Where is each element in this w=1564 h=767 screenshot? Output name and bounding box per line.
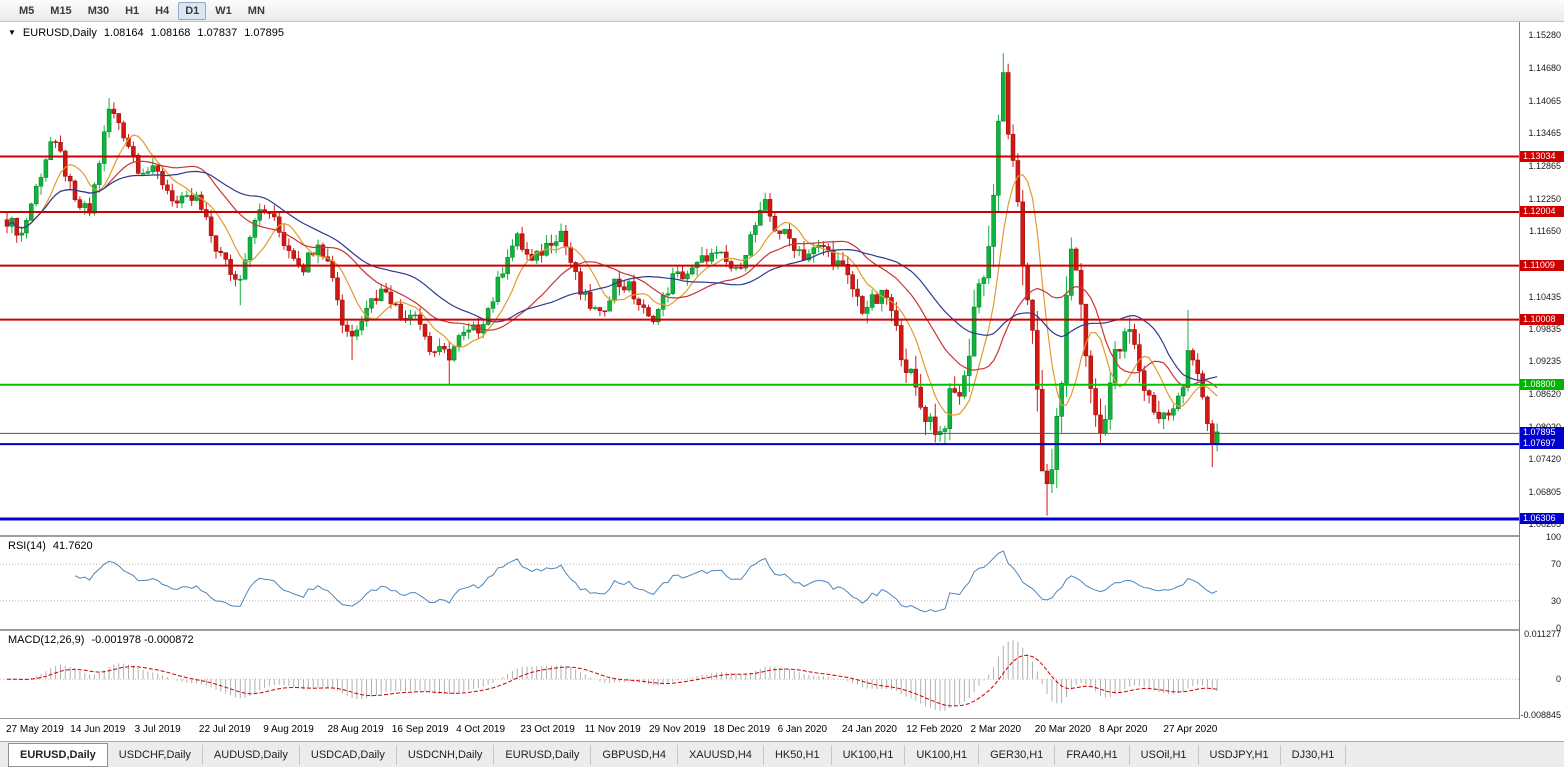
chart-tab[interactable]: USDCNH,Daily — [397, 744, 495, 765]
time-axis-label: 18 Dec 2019 — [713, 724, 771, 735]
chart-tab-bar: EURUSD,Daily USDCHF,Daily AUDUSD,Daily USDC… — [0, 741, 1564, 767]
pane-separator — [0, 718, 1564, 719]
rsi-value: 41.7620 — [52, 540, 93, 552]
time-axis-label: 29 Nov 2019 — [649, 724, 706, 735]
chart-high-value: 1.08168 — [150, 27, 191, 39]
time-axis-label: 8 Apr 2020 — [1099, 724, 1148, 735]
chart-tab[interactable]: USDCAD,Daily — [300, 744, 397, 765]
macd-header: MACD(12,26,9) -0.001978 -0.000872 — [8, 634, 194, 646]
macd-label: MACD(12,26,9) — [8, 634, 85, 646]
price-axis-label: 1.15280 — [1528, 30, 1561, 41]
chart-tab[interactable]: DJ30,H1 — [1281, 744, 1347, 765]
candlestick-chart[interactable] — [0, 22, 1519, 535]
chart-tab[interactable]: USOil,H1 — [1130, 744, 1199, 765]
price-axis[interactable]: 1.15280 1.14680 1.14065 1.13465 1.12865 1.122… — [1519, 22, 1564, 720]
chart-tab[interactable]: HK50,H1 — [764, 744, 832, 765]
timeframe-button-D1[interactable]: D1 — [178, 1, 207, 20]
price-axis-label: 1.13465 — [1528, 128, 1561, 139]
chart-close-value: 1.07895 — [244, 27, 284, 39]
price-axis-label: 1.07420 — [1528, 454, 1561, 465]
rsi-label: RSI(14) — [8, 540, 46, 552]
chart-header: ▼ EURUSD,Daily 1.08164 1.08168 1.07837 1… — [8, 27, 284, 39]
rsi-axis-label: 0 — [1555, 623, 1561, 633]
chart-tab[interactable]: XAUUSD,H4 — [678, 744, 764, 765]
time-axis-label: 22 Jul 2019 — [198, 724, 251, 735]
price-axis-label: 1.06805 — [1528, 487, 1561, 498]
rsi-axis-label: 70 — [1550, 559, 1561, 570]
price-axis-label: 1.08020 — [1528, 422, 1561, 432]
time-axis-label: 11 Nov 2019 — [584, 724, 641, 735]
chart-low-value: 1.07837 — [197, 27, 238, 39]
time-axis-label: 23 Oct 2019 — [520, 724, 575, 735]
pane-separator[interactable] — [0, 629, 1564, 631]
time-axis-label: 4 Oct 2019 — [456, 724, 506, 735]
price-axis-label: 1.14065 — [1528, 95, 1561, 106]
price-axis-label: 1.08620 — [1528, 389, 1561, 400]
time-axis[interactable]: 27 May 2019 14 Jun 2019 3 Jul 2019 22 Jul 2… — [0, 719, 1519, 741]
price-axis-label: 1.09835 — [1528, 323, 1561, 334]
timeframe-button-M15[interactable]: M15 — [50, 4, 72, 17]
chart-open-value: 1.08164 — [103, 27, 144, 39]
chart-tab[interactable]: AUDUSD,Daily — [203, 744, 300, 765]
price-level-badge: 1.08800 — [1520, 378, 1564, 390]
chart-tab[interactable]: EURUSD,Daily — [8, 742, 108, 767]
macd-axis-label: 0.011277 — [1524, 629, 1561, 640]
time-axis-label: 24 Jan 2020 — [841, 724, 897, 735]
chart-tab[interactable]: GBPUSD,H4 — [591, 744, 678, 765]
time-axis-label: 16 Sep 2019 — [391, 724, 449, 735]
rsi-axis-label: 100 — [1545, 532, 1561, 542]
chart-tab[interactable]: UK100,H1 — [905, 744, 980, 765]
rsi-indicator-chart[interactable] — [0, 537, 1519, 628]
timeframe-button-H4[interactable]: H4 — [155, 4, 170, 17]
rsi-axis-label: 30 — [1550, 595, 1561, 606]
price-axis-label: 1.06205 — [1528, 519, 1561, 530]
price-axis-label: 1.10435 — [1528, 291, 1561, 302]
price-level-badge: 1.10008 — [1520, 313, 1564, 325]
timeframe-button-W1[interactable]: W1 — [215, 4, 232, 17]
timeframe-button-MN[interactable]: MN — [247, 4, 265, 17]
symbol-marker-icon: ▼ — [8, 28, 16, 37]
time-axis-label: 12 Feb 2020 — [906, 724, 963, 735]
chart-tab[interactable]: USDJPY,H1 — [1199, 744, 1281, 765]
pane-separator[interactable] — [0, 535, 1564, 537]
price-level-badge: 1.07895 — [1520, 427, 1564, 439]
time-axis-label: 6 Jan 2020 — [777, 724, 828, 735]
price-level-badge: 1.06306 — [1520, 513, 1564, 525]
price-axis-label: 1.09235 — [1528, 356, 1561, 367]
time-axis-label: 3 Jul 2019 — [134, 724, 181, 735]
timeframe-button-M5[interactable]: M5 — [19, 4, 35, 17]
timeframe-button-M30[interactable]: M30 — [87, 4, 110, 17]
macd-values: -0.001978 -0.000872 — [91, 634, 194, 646]
price-axis-label: 1.12865 — [1528, 160, 1561, 171]
price-level-badge: 1.12004 — [1520, 206, 1564, 217]
time-axis-label: 27 Apr 2020 — [1163, 724, 1218, 735]
macd-indicator-chart[interactable] — [0, 632, 1519, 717]
timeframe-button-H1[interactable]: H1 — [125, 4, 140, 17]
chart-tab[interactable]: USDCHF,Daily — [108, 744, 203, 765]
chart-tab[interactable]: EURUSD,Daily — [494, 744, 592, 765]
chart-tab[interactable]: UK100,H1 — [832, 744, 906, 765]
chart-symbol: EURUSD,Daily — [22, 27, 97, 39]
time-axis-label: 28 Aug 2019 — [327, 724, 384, 735]
chart-tab[interactable]: GER30,H1 — [979, 744, 1056, 765]
price-level-badge: 1.13034 — [1520, 150, 1564, 162]
time-axis-label: 20 Mar 2020 — [1034, 724, 1091, 735]
timeframe-toolbar: M5 M15 M30 H1 H4 D1 W1 MN — [0, 0, 1564, 22]
rsi-header: RSI(14) 41.7620 — [8, 540, 93, 552]
price-axis-label: 1.12250 — [1528, 193, 1561, 204]
time-axis-label: 14 Jun 2019 — [70, 724, 126, 735]
time-axis-label: 2 Mar 2020 — [970, 724, 1022, 735]
time-axis-label: 27 May 2019 — [6, 724, 64, 735]
macd-axis-label: 0 — [1555, 674, 1561, 685]
price-level-badge: 1.07697 — [1520, 438, 1564, 450]
time-axis-label: 9 Aug 2019 — [263, 724, 314, 735]
price-axis-label: 1.11650 — [1529, 226, 1561, 237]
macd-axis-label: -0.008845 — [1520, 709, 1561, 720]
chart-tab[interactable]: FRA40,H1 — [1055, 744, 1130, 765]
price-level-badge: 1.11009 — [1520, 259, 1564, 271]
price-axis-label: 1.14680 — [1528, 62, 1561, 73]
